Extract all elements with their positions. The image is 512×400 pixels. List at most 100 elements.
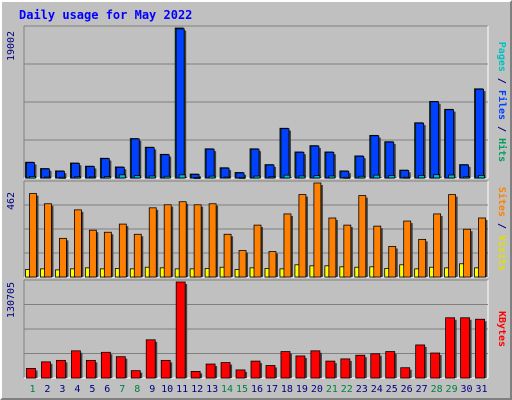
files-bar (430, 101, 441, 179)
sites-bar (418, 238, 428, 278)
files-bar (100, 158, 112, 179)
files-bar (280, 128, 291, 179)
legend-entry: / (496, 72, 507, 90)
files-bar (145, 147, 157, 179)
pages-bar (433, 174, 442, 179)
pages-bar (448, 174, 457, 179)
sites-bar (238, 250, 249, 278)
sites-bar (328, 217, 338, 278)
kbytes-bar (100, 351, 113, 379)
files-bar (415, 122, 426, 179)
kbytes-bar (26, 368, 38, 379)
kbytes-bar (160, 359, 173, 379)
x-tick-label: 19 (296, 384, 308, 395)
sites-bar (463, 228, 473, 278)
x-tick-label: 29 (446, 384, 458, 395)
kbytes-bar (220, 362, 233, 379)
pages-bar (178, 174, 188, 179)
sites-bar (133, 233, 144, 278)
legend-entry: Pages (496, 42, 507, 72)
y-max-label: 19002 (6, 31, 17, 61)
kbytes-bar (400, 367, 412, 379)
sites-bar (59, 237, 69, 278)
pages-bar (403, 176, 411, 179)
x-tick-label: 2 (44, 384, 50, 395)
sites-bar (253, 224, 264, 278)
files-bar (475, 88, 486, 179)
x-tick-label: 13 (206, 384, 218, 395)
x-tick-label: 22 (341, 384, 353, 395)
pages-bar (44, 176, 51, 179)
pages-bar (313, 175, 322, 179)
x-tick-label: 11 (176, 384, 188, 395)
sites-bar (478, 217, 488, 278)
legend-entry: / (496, 217, 507, 235)
kbytes-bar (355, 354, 367, 379)
files-bar (220, 167, 232, 179)
pages-bar (418, 175, 427, 179)
sites-bar (343, 224, 353, 278)
x-tick-label: 31 (475, 384, 487, 395)
kbytes-bar (130, 370, 143, 379)
x-tick-label: 7 (119, 384, 125, 395)
x-tick-label: 14 (221, 384, 233, 395)
x-tick-label: 21 (326, 384, 338, 395)
pages-bar (118, 174, 128, 179)
pages-bar (88, 176, 96, 179)
kbytes-bar (235, 369, 248, 379)
sites-bar (103, 231, 114, 278)
sites-bar (403, 220, 413, 278)
pages-bar (163, 175, 171, 179)
sites-bar (44, 203, 54, 278)
panel-legend: KBytes (496, 311, 507, 347)
x-tick-label: 23 (356, 384, 368, 395)
x-tick-label: 20 (311, 384, 323, 395)
kbytes-bar (145, 339, 158, 379)
x-tick-label: 18 (281, 384, 293, 395)
sites-bar (268, 251, 278, 278)
pages-bar (148, 175, 158, 179)
legend-entry: KBytes (496, 311, 507, 347)
kbytes-bar (310, 350, 322, 379)
x-tick-label: 1 (29, 384, 35, 395)
sites-bar (358, 195, 368, 278)
x-tick-label: 28 (431, 384, 443, 395)
x-tick-label: 25 (386, 384, 398, 395)
sites-bar (118, 223, 129, 278)
kbytes-bar (190, 370, 203, 379)
panel-legend: Sites / Visits (496, 187, 508, 271)
panel-legend: Pages / Files / Hits (496, 42, 508, 162)
pages-bar (268, 176, 276, 179)
kbytes-bar (265, 365, 277, 379)
files-bar (175, 28, 187, 179)
sites-bar (29, 193, 39, 278)
legend-entry: Sites (496, 187, 508, 217)
x-tick-label: 4 (74, 384, 80, 395)
pages-bar (373, 174, 382, 179)
sites-bar (208, 203, 219, 278)
kbytes-bar (280, 351, 292, 379)
chart-title: Daily usage for May 2022 (19, 8, 192, 22)
pages-bar (343, 176, 351, 179)
kbytes-bar (475, 318, 487, 379)
kbytes-bar (71, 350, 83, 379)
sites-bar (313, 182, 323, 278)
files-bar (310, 145, 321, 179)
legend-entry: Hits (496, 138, 508, 162)
files-bar (385, 141, 396, 179)
files-bar (26, 162, 37, 179)
kbytes-bar (41, 361, 53, 379)
sites-bar (448, 194, 458, 278)
sites-bar (388, 246, 398, 278)
kbytes-bar (295, 355, 307, 379)
x-tick-label: 26 (401, 384, 413, 395)
pages-bar (358, 175, 366, 179)
x-tick-label: 15 (236, 384, 248, 395)
files-bar (295, 151, 306, 179)
kbytes-bar (340, 358, 352, 379)
sites-bar (178, 201, 189, 278)
y-max-label: 462 (6, 192, 17, 210)
x-tick-label: 16 (251, 384, 263, 395)
files-bar (370, 135, 381, 179)
